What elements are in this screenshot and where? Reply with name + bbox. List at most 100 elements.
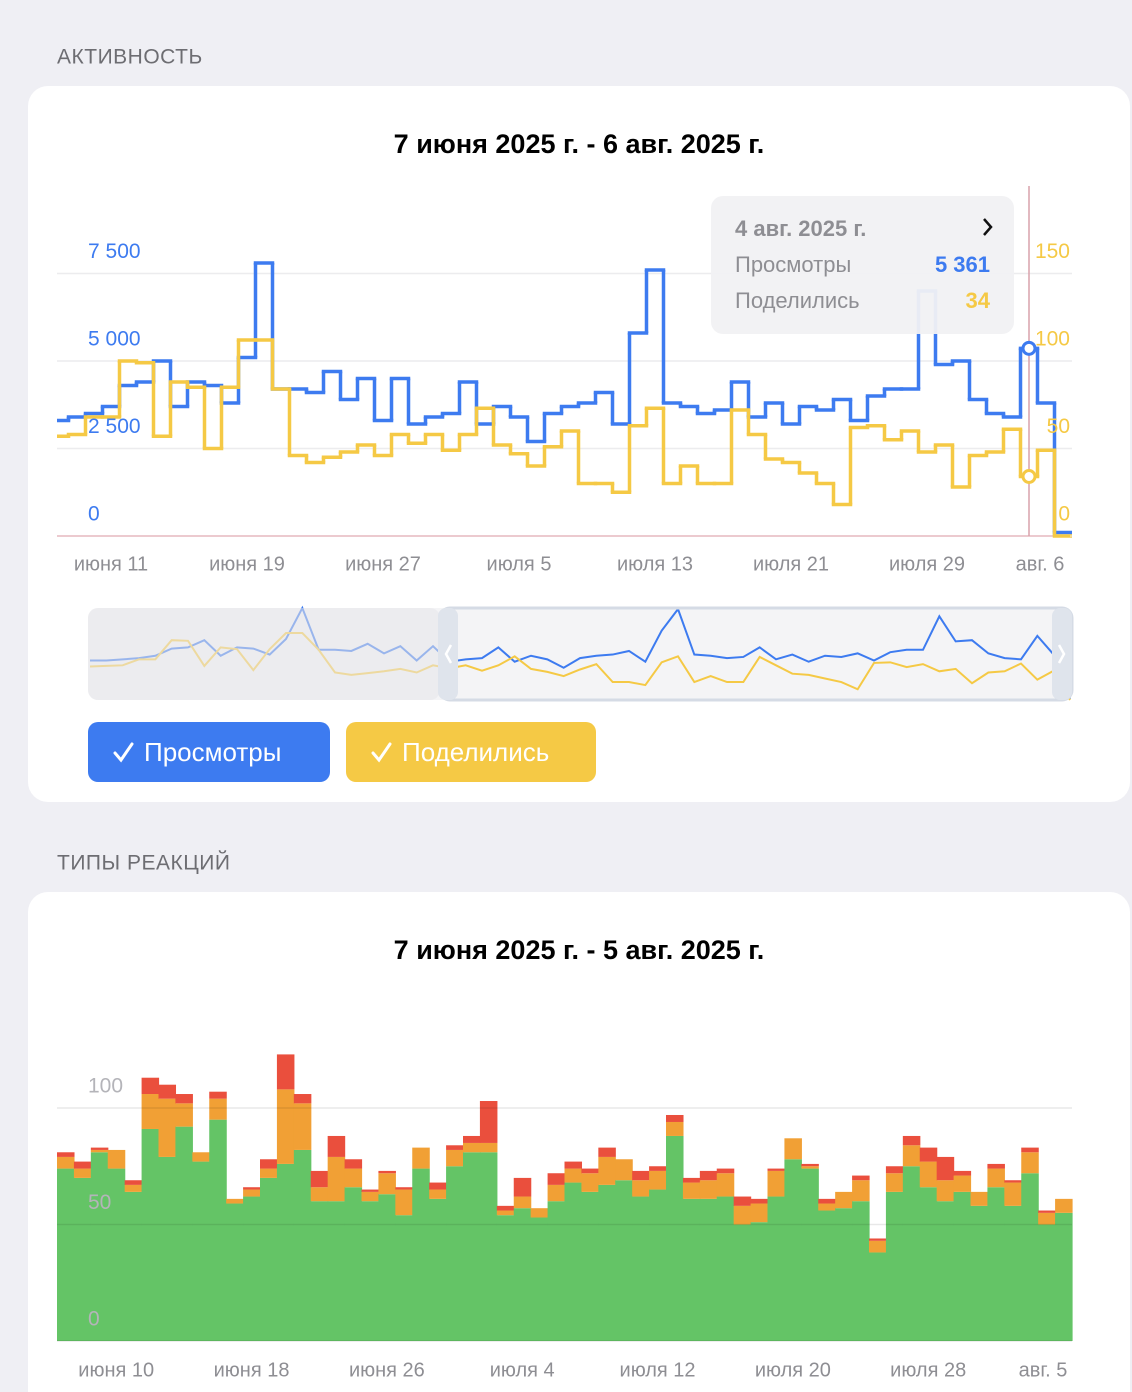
bar-segment (1021, 1152, 1039, 1174)
tooltip-box (711, 196, 1014, 334)
y-tick-label: 50 (88, 1191, 111, 1214)
bar-segment (666, 1121, 684, 1136)
x-tick-label: июня 19 (209, 553, 285, 575)
bar-segment (513, 1196, 532, 1209)
bar-segment (716, 1168, 735, 1174)
y2-tick-label: 0 (1058, 503, 1070, 526)
bar-segment (852, 1175, 870, 1181)
bar-segment (919, 1161, 938, 1188)
bar-segment (158, 1084, 177, 1099)
y2-tick-label: 100 (1035, 328, 1070, 351)
bar-segment (902, 1135, 921, 1146)
bar-segment (649, 1166, 667, 1171)
legend-label: Просмотры (144, 737, 281, 767)
bar-segment (107, 1149, 126, 1169)
bar-segment (733, 1224, 752, 1341)
bar-segment (209, 1098, 227, 1120)
bar-segment (276, 1163, 295, 1341)
bar-segment (73, 1168, 92, 1178)
y2-tick-label: 150 (1035, 240, 1070, 263)
bar-segment (784, 1138, 802, 1160)
bar-segment (632, 1180, 650, 1197)
navigator-handle[interactable] (438, 608, 458, 700)
x-tick-label: июля 5 (487, 553, 552, 575)
navigator-handle[interactable] (1052, 608, 1072, 700)
bar-segment (293, 1149, 312, 1341)
bar-segment (936, 1156, 955, 1181)
legend-button[interactable]: Поделились (346, 722, 596, 782)
bar-segment (192, 1152, 210, 1162)
bar-segment (327, 1156, 346, 1202)
bar-segment (1055, 1198, 1073, 1213)
bar-segment (463, 1152, 481, 1341)
bar-segment (632, 1170, 650, 1181)
bar-segment (970, 1191, 989, 1206)
bar-segment (987, 1163, 1005, 1169)
bar-segment (1038, 1224, 1056, 1341)
bar-segment (987, 1168, 1005, 1188)
bar-segment (446, 1145, 464, 1150)
bar-segment (801, 1168, 819, 1341)
bar-segment (513, 1208, 532, 1341)
bar-segment (1021, 1173, 1039, 1341)
bar-segment (260, 1159, 278, 1169)
y2-tick-label: 50 (1047, 415, 1070, 438)
bar-segment (260, 1168, 278, 1178)
bar-segment (818, 1198, 836, 1204)
bar-segment (869, 1240, 887, 1253)
bar-segment (801, 1166, 819, 1169)
bar-segment (970, 1205, 989, 1341)
legend-label: Поделились (402, 737, 549, 767)
bar-segment (919, 1147, 938, 1162)
bar-segment (581, 1191, 599, 1341)
bar-segment (209, 1119, 227, 1341)
bar-segment (276, 1089, 295, 1164)
bar-segment (479, 1101, 498, 1143)
bar-segment (124, 1180, 143, 1185)
bar-segment (90, 1147, 109, 1150)
bar-segment (361, 1201, 380, 1341)
bar-segment (564, 1182, 583, 1341)
bar-segment (57, 1168, 75, 1341)
bar-segment (378, 1173, 396, 1195)
bar-segment (158, 1098, 177, 1157)
bar-segment (682, 1198, 701, 1341)
bar-segment (446, 1166, 464, 1341)
legend-button[interactable]: Просмотры (88, 722, 330, 782)
tooltip-value: 5 361 (935, 252, 990, 277)
bar-segment (987, 1187, 1005, 1341)
tooltip-label: Поделились (735, 288, 860, 313)
bar-segment (209, 1091, 227, 1099)
bar-segment (175, 1094, 193, 1104)
bar-segment (429, 1182, 447, 1190)
x-tick-label: июня 26 (349, 1359, 425, 1381)
section-title: ТИПЫ РЕАКЦИЙ (57, 851, 230, 875)
check-icon (113, 742, 134, 763)
bar-segment (395, 1187, 413, 1190)
bar-segment (953, 1191, 972, 1341)
bar-segment (344, 1168, 363, 1188)
bar-segment (767, 1170, 786, 1197)
tooltip[interactable]: 4 авг. 2025 г. Просмотры 5 361 Поделились 34 (711, 196, 1014, 334)
x-tick-label: июня 27 (345, 553, 421, 575)
bar-segment (1004, 1205, 1022, 1341)
bar-segment (479, 1142, 498, 1153)
bar-segment (767, 1196, 786, 1341)
bar-segment (310, 1201, 329, 1341)
y-tick-label: 0 (88, 1308, 100, 1331)
bar-segment (260, 1177, 278, 1341)
bar-segment (666, 1114, 684, 1122)
bar-segment (158, 1156, 177, 1341)
y-tick-label: 100 (88, 1075, 123, 1098)
bar-segment (801, 1163, 819, 1167)
y-tick-label: 7 500 (88, 240, 141, 263)
bar-segment (750, 1203, 769, 1223)
bar-segment (378, 1194, 396, 1341)
bar-segment (818, 1203, 836, 1211)
bar-segment (666, 1135, 684, 1341)
bar-segment (57, 1156, 75, 1169)
bar-segment (885, 1166, 904, 1174)
bar-segment (293, 1103, 312, 1150)
button-bg (88, 722, 330, 782)
